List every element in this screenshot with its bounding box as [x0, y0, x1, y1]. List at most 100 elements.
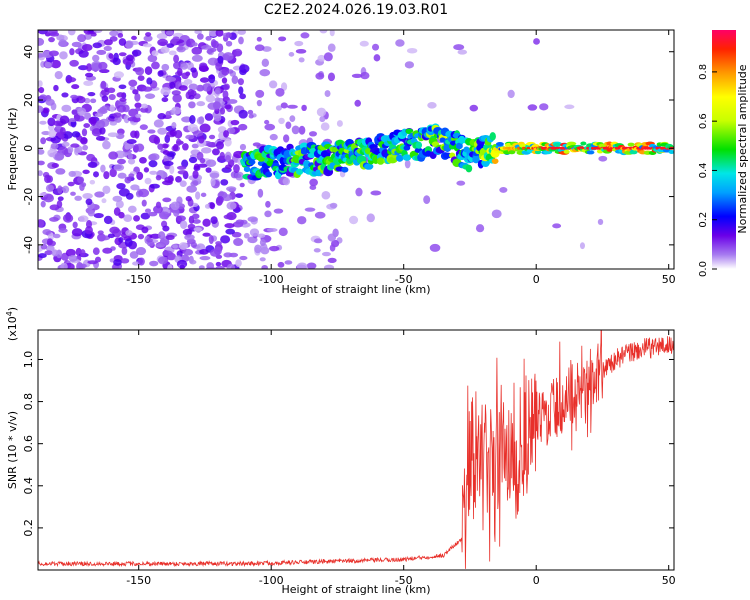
noise-speckle	[230, 171, 239, 179]
noise-speckle	[314, 211, 326, 219]
noise-speckle	[38, 80, 43, 88]
x-tick-label: -50	[395, 273, 413, 286]
noise-speckle	[179, 180, 187, 187]
noise-speckle	[69, 48, 75, 56]
noise-speckle	[268, 245, 280, 252]
spectrum-axes: -150 -100 -50 0 50 -40 -20 0 20 40	[22, 30, 676, 286]
noise-speckle	[209, 202, 216, 210]
noise-speckle	[282, 177, 291, 186]
noise-speckle	[47, 238, 53, 246]
noise-speckle	[58, 39, 68, 47]
noise-speckle	[127, 152, 133, 160]
noise-speckle	[38, 170, 43, 177]
noise-speckle	[157, 256, 168, 265]
noise-speckle	[100, 235, 111, 241]
y-tick-label: 0.2	[22, 519, 35, 537]
noise-speckle	[117, 32, 124, 38]
noise-speckle	[298, 57, 305, 63]
noise-speckle	[208, 74, 216, 84]
noise-speckle	[200, 192, 207, 198]
colorbar-tick-label: 0.2	[698, 212, 709, 228]
noise-speckle	[85, 226, 93, 235]
noise-speckle	[69, 59, 79, 67]
noise-speckle	[38, 253, 47, 259]
noise-speckle	[197, 33, 204, 40]
noise-speckle	[278, 36, 287, 42]
noise-speckle	[209, 172, 220, 179]
noise-speckle	[162, 143, 169, 149]
noise-speckle	[67, 146, 74, 154]
noise-speckle	[128, 173, 135, 178]
noise-speckle	[192, 130, 204, 137]
ridge-point	[534, 150, 542, 155]
colorbar-label: Normalized spectral amplitude	[736, 64, 749, 233]
noise-speckle	[125, 230, 133, 236]
noise-speckle	[115, 200, 124, 209]
noise-speckle	[171, 106, 182, 115]
noise-speckle	[221, 77, 228, 84]
noise-speckle	[231, 75, 239, 85]
noise-speckle	[355, 187, 363, 197]
noise-speckle	[123, 214, 133, 223]
noise-speckle	[216, 141, 224, 150]
noise-speckle	[191, 42, 198, 47]
noise-speckle	[131, 35, 137, 40]
noise-speckle	[195, 191, 201, 200]
noise-speckle	[132, 89, 139, 95]
noise-speckle	[169, 165, 175, 175]
noise-speckle	[321, 251, 331, 257]
colorbar-tick-label: 0.0	[698, 261, 709, 277]
noise-speckle	[162, 250, 173, 256]
noise-speckle	[201, 44, 212, 50]
noise-speckle	[148, 160, 158, 168]
noise-speckle	[94, 191, 105, 198]
noise-speckle	[198, 265, 205, 269]
noise-speckle	[231, 231, 242, 238]
noise-speckle	[256, 99, 262, 107]
noise-speckle	[87, 260, 98, 265]
noise-speckle	[257, 188, 264, 198]
noise-speckle	[66, 77, 77, 83]
ridge-point	[455, 142, 463, 150]
noise-speckle	[280, 102, 288, 109]
noise-speckle	[143, 35, 153, 42]
noise-speckle	[200, 147, 212, 154]
noise-speckle	[71, 228, 83, 237]
figure-title: C2E2.2024.026.19.03.R01	[264, 2, 448, 18]
noise-speckle	[191, 143, 199, 149]
noise-speckle	[170, 201, 180, 211]
noise-speckle	[118, 211, 125, 219]
noise-speckle	[173, 61, 182, 70]
spectrum-frame	[37, 29, 675, 270]
noise-speckle	[189, 259, 197, 265]
noise-speckle	[95, 135, 106, 141]
noise-speckle	[43, 194, 55, 203]
noise-speckle	[211, 148, 220, 156]
noise-speckle	[206, 49, 213, 55]
noise-speckle	[134, 92, 141, 102]
noise-speckle	[239, 64, 250, 74]
noise-speckle	[187, 123, 199, 133]
noise-speckle	[238, 123, 248, 131]
y-tick-label: 0.4	[22, 477, 35, 495]
noise-speckle	[491, 209, 502, 219]
noise-speckle	[90, 98, 97, 104]
noise-speckle	[117, 172, 127, 179]
noise-speckle	[135, 113, 142, 119]
noise-speckle	[199, 123, 211, 133]
noise-speckle	[42, 107, 50, 114]
noise-speckle	[209, 248, 221, 257]
noise-speckle	[50, 142, 59, 150]
snr-scale-close: )	[6, 307, 19, 311]
noise-speckle	[278, 117, 285, 125]
noise-speckle	[139, 124, 148, 131]
noise-speckle	[68, 254, 78, 262]
noise-speckle	[140, 107, 149, 113]
ridge-point	[495, 142, 504, 147]
noise-speckle	[165, 76, 177, 82]
ridge-point	[402, 154, 412, 161]
noise-speckle	[193, 163, 200, 170]
x-tick-label: -100	[259, 574, 284, 587]
noise-speckle	[309, 184, 317, 190]
noise-speckle	[247, 216, 258, 222]
